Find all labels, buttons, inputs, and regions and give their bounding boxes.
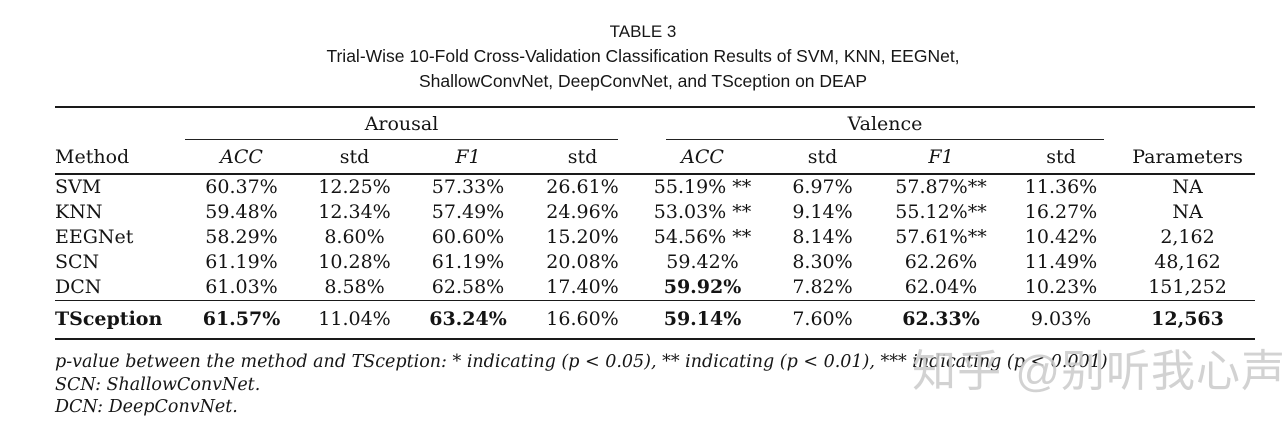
table-footnotes: p-value between the method and TSception… <box>55 351 1205 419</box>
cell-value: 12.34% <box>318 201 391 223</box>
cell-value: 20.08% <box>546 251 619 273</box>
cell-value: 11.36% <box>1024 176 1098 198</box>
cell-value: 59.42% <box>666 251 739 273</box>
cell-value: 7.82% <box>792 276 853 298</box>
header-std-valence-acc: std <box>807 145 838 168</box>
cell-value: 57.87%** <box>895 176 987 198</box>
table-title-block: TABLE 3 Trial-Wise 10-Fold Cross-Validat… <box>0 20 1286 94</box>
table-row-tsception: TSception 61.57% 11.04% 63.24% 16.60% 59… <box>55 300 1256 339</box>
cell-method: KNN <box>55 201 103 223</box>
cell-value: 16.27% <box>1024 201 1098 223</box>
cell-value: 62.58% <box>431 276 505 298</box>
cell-value: 8.60% <box>324 226 385 248</box>
cell-value: 55.12%** <box>895 201 987 223</box>
cell-value: 10.23% <box>1024 276 1098 298</box>
cell-value: 60.60% <box>431 226 505 248</box>
cell-method: SCN <box>55 251 100 273</box>
footnote-scn: SCN: ShallowConvNet. <box>55 374 261 395</box>
cell-value: 8.58% <box>324 276 385 298</box>
header-method: Method <box>55 145 130 168</box>
cell-value: 59.48% <box>205 201 278 223</box>
cell-value: 24.96% <box>546 201 619 223</box>
cell-value: 6.97% <box>792 176 853 198</box>
cell-value: 53.03% ** <box>653 201 752 223</box>
cell-value: 9.03% <box>1030 308 1092 331</box>
header-f1-valence: F1 <box>928 145 954 168</box>
cell-value: 62.04% <box>904 276 978 298</box>
header-acc-arousal: ACC <box>220 145 263 168</box>
cell-value: 55.19% ** <box>653 176 752 198</box>
table-row-dcn: DCN 61.03% 8.58% 62.58% 17.40% 59.92% 7.… <box>55 275 1255 301</box>
results-table: Arousal Valence Method ACC std F1 std AC… <box>55 106 1256 340</box>
cell-value: 151,252 <box>1148 276 1227 298</box>
header-parameters: Parameters <box>1132 145 1243 168</box>
header-std-arousal-acc: std <box>339 145 370 168</box>
cell-value: 60.37% <box>205 176 278 198</box>
cell-value: 8.30% <box>792 251 853 273</box>
results-table-wrap: Arousal Valence Method ACC std F1 std AC… <box>55 106 1256 340</box>
cell-value: 2,162 <box>1160 226 1215 248</box>
cell-value-best: 62.33% <box>902 308 980 331</box>
cell-value: 8.14% <box>792 226 853 248</box>
cell-value: 57.61%** <box>895 226 987 248</box>
cell-value: 26.61% <box>546 176 619 198</box>
table-row-scn: SCN 61.19% 10.28% 61.19% 20.08% 59.42% 8… <box>55 250 1255 275</box>
header-std-arousal-f1: std <box>567 145 598 168</box>
cell-method: EEGNet <box>55 226 134 248</box>
cell-value: NA <box>1172 176 1203 198</box>
cell-value-best: 59.14% <box>663 308 742 331</box>
watermark-zhihu: 知乎 @别听我心声 <box>912 347 1286 396</box>
cell-value: 12.25% <box>318 176 391 198</box>
cell-value: 11.04% <box>318 308 391 331</box>
cell-value: 58.29% <box>205 226 278 248</box>
cell-value: 57.49% <box>431 201 505 223</box>
cell-method: DCN <box>55 276 102 298</box>
cell-value: 16.60% <box>546 308 619 331</box>
cell-value-best: 61.57% <box>202 308 281 331</box>
group-header-row: Arousal Valence <box>55 107 1256 140</box>
cell-value-best: 12,563 <box>1151 308 1224 331</box>
cell-method: SVM <box>55 176 102 198</box>
group-header-spacer-right <box>1120 107 1255 140</box>
cell-value: 17.40% <box>546 276 619 298</box>
cell-value: 48,162 <box>1154 251 1221 273</box>
cell-value: 61.19% <box>431 251 505 273</box>
cell-method: TSception <box>55 308 163 331</box>
cell-value: 54.56% ** <box>653 226 752 248</box>
table-row-knn: KNN 59.48% 12.34% 57.49% 24.96% 53.03% *… <box>55 200 1255 225</box>
cell-value: 61.19% <box>205 251 278 273</box>
cell-value: 57.33% <box>431 176 505 198</box>
table-caption-line1: Trial-Wise 10-Fold Cross-Validation Clas… <box>326 46 960 66</box>
cell-value: 10.42% <box>1024 226 1098 248</box>
cell-value: NA <box>1172 201 1203 223</box>
cell-value: 10.28% <box>318 251 391 273</box>
cell-value: 11.49% <box>1024 251 1098 273</box>
cell-value: 15.20% <box>546 226 619 248</box>
table-number: TABLE 3 <box>609 22 677 41</box>
table-caption-line2: ShallowConvNet, DeepConvNet, and TScepti… <box>418 71 868 91</box>
header-acc-valence: ACC <box>681 145 724 168</box>
cell-value: 61.03% <box>205 276 278 298</box>
cell-value-best: 63.24% <box>429 308 507 331</box>
footnote-dcn: DCN: DeepConvNet. <box>55 397 238 417</box>
group-header-arousal: Arousal <box>185 107 640 140</box>
group-header-valence: Valence <box>640 107 1120 140</box>
footnote-pvalue: p-value between the method and TSception… <box>55 352 1108 372</box>
header-std-valence-f1: std <box>1046 145 1076 168</box>
group-header-arousal-label: Arousal <box>185 113 619 140</box>
table-row-svm: SVM 60.37% 12.25% 57.33% 26.61% 55.19% *… <box>55 174 1255 200</box>
column-header-row: Method ACC std F1 std ACC std F1 std Par… <box>55 140 1256 174</box>
group-header-spacer-left <box>55 107 185 140</box>
cell-value: 7.60% <box>792 308 853 331</box>
cell-value: 62.26% <box>904 251 978 273</box>
header-f1-arousal: F1 <box>455 145 481 168</box>
cell-value: 9.14% <box>792 201 853 223</box>
table-row-eegnet: EEGNet 58.29% 8.60% 60.60% 15.20% 54.56%… <box>55 225 1255 250</box>
cell-value-best: 59.92% <box>663 276 742 298</box>
group-header-valence-label: Valence <box>666 113 1105 140</box>
